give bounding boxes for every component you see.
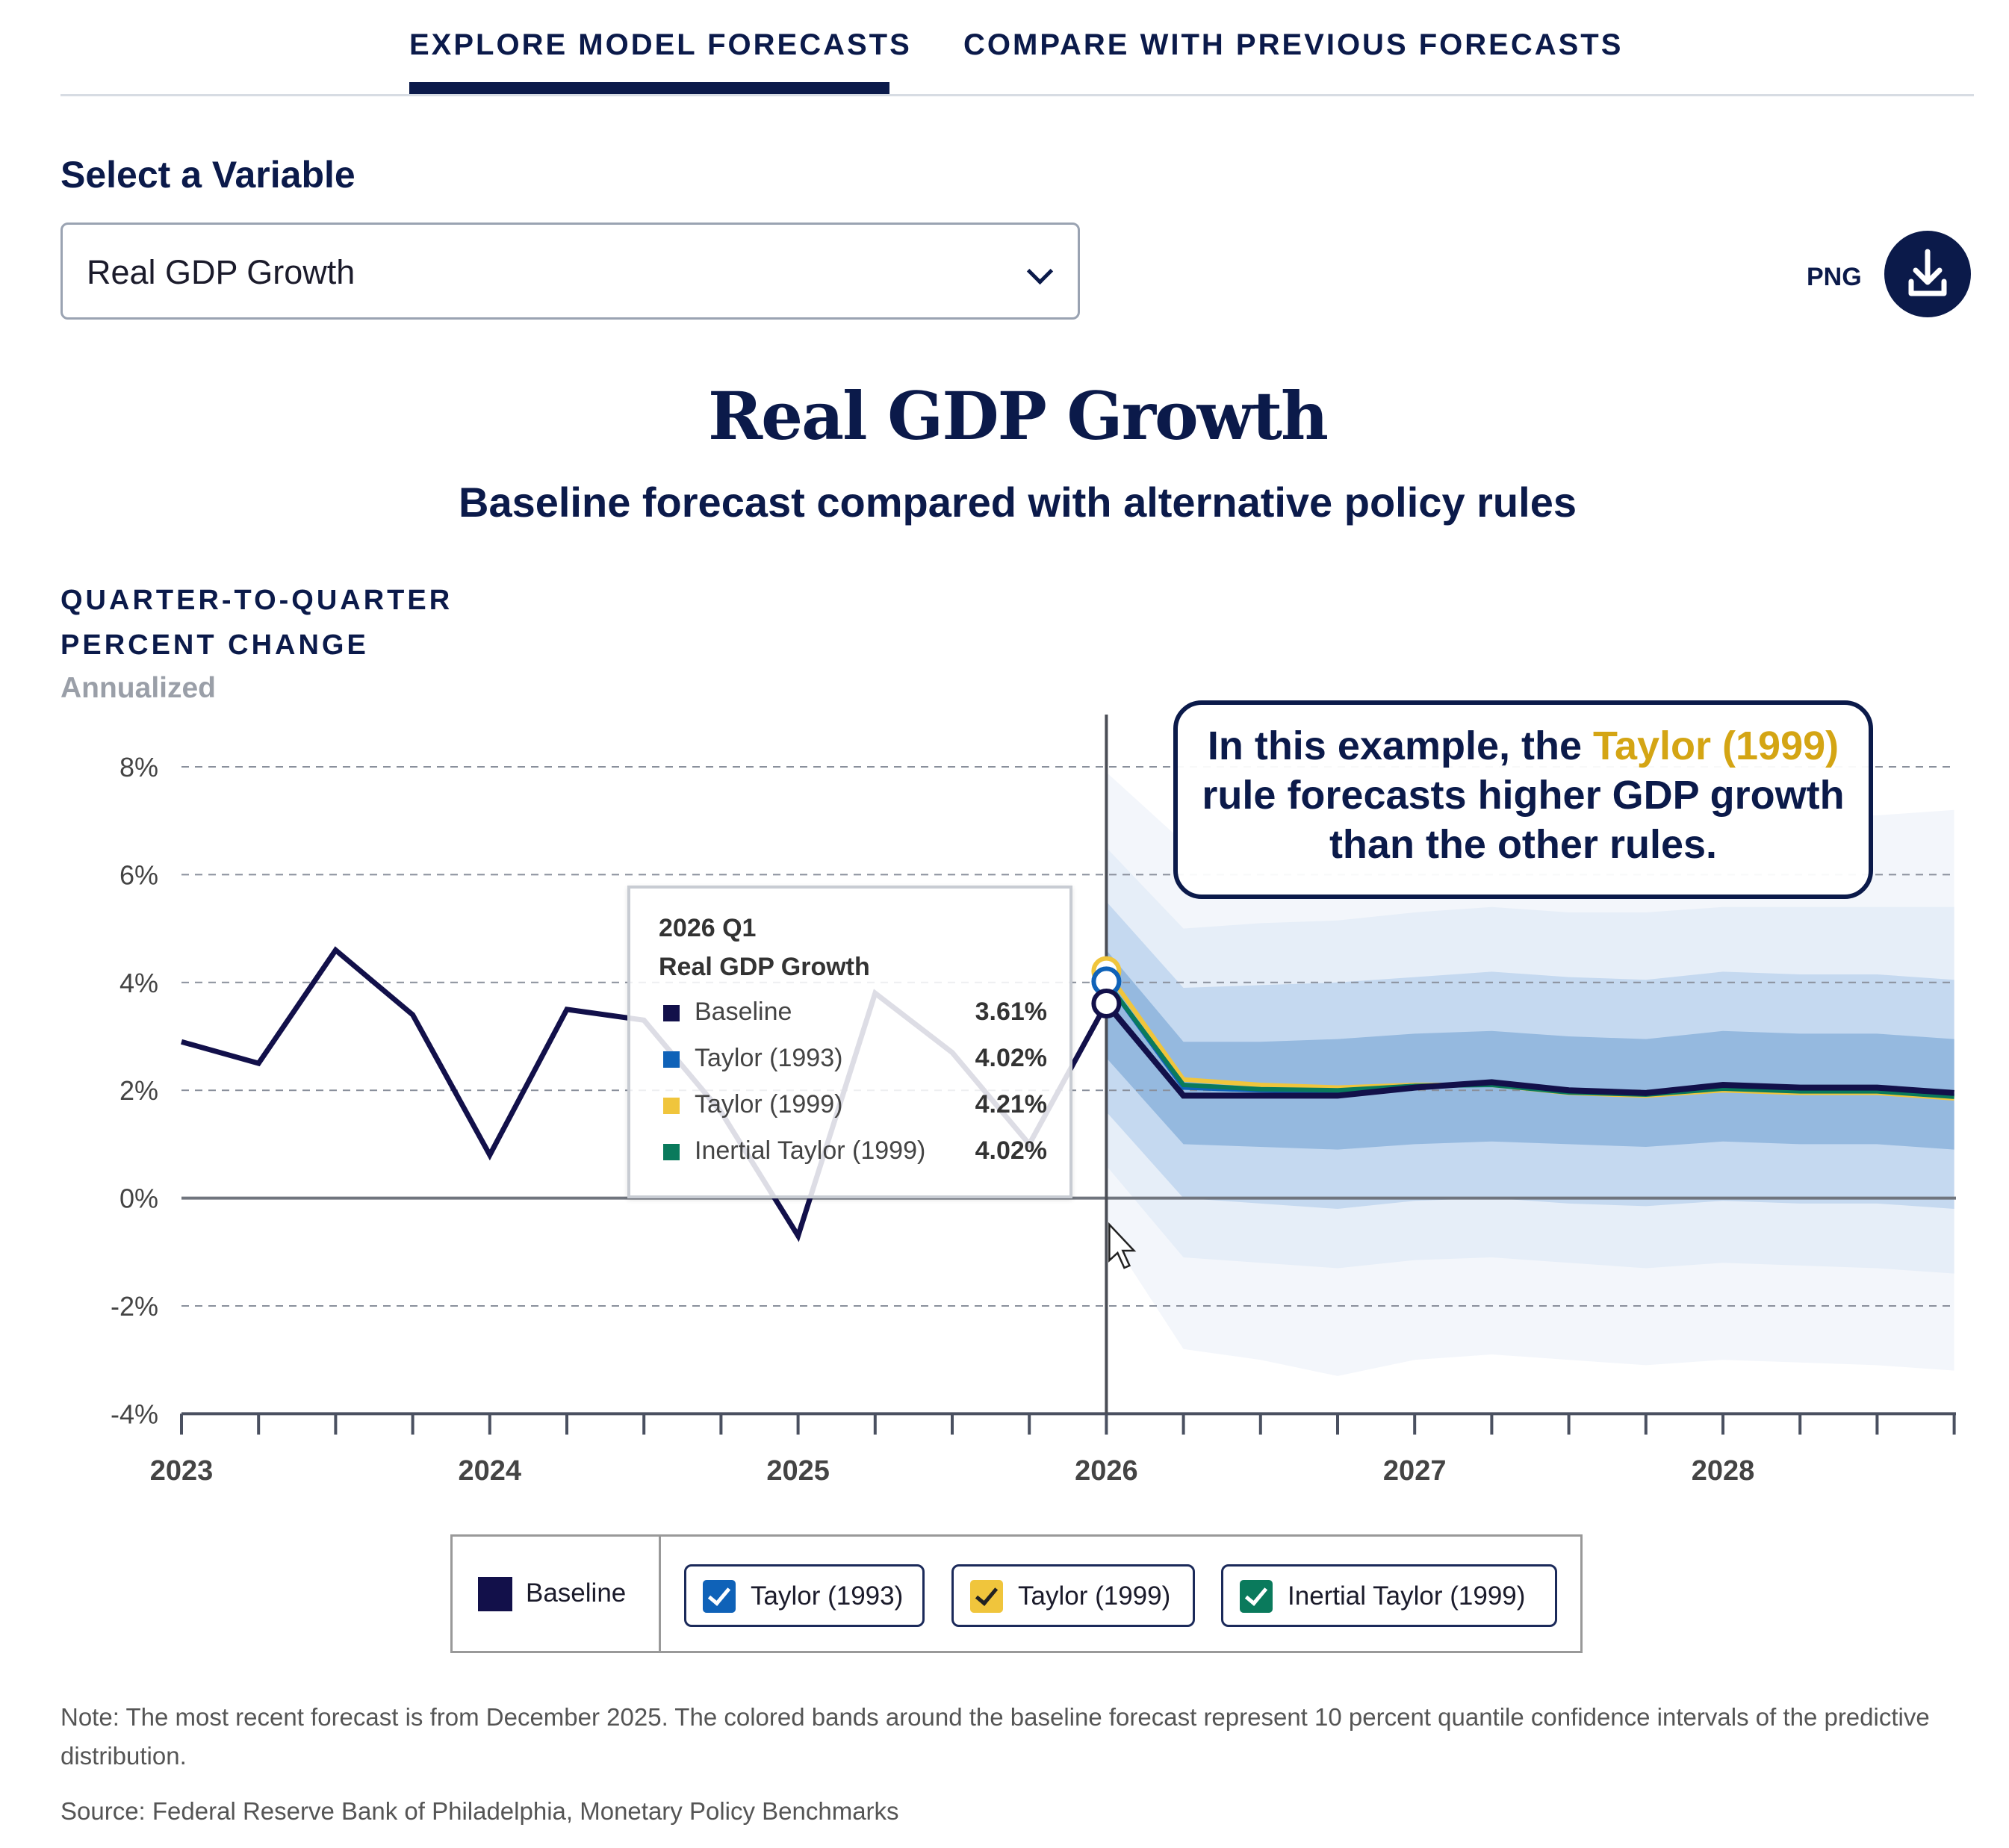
mouse-cursor-icon	[1108, 1222, 1137, 1269]
legend-divider	[659, 1537, 661, 1651]
y-axis-label-line1: QUARTER-TO-QUARTER	[60, 585, 453, 616]
tab-explore-model-forecasts[interactable]: EXPLORE MODEL FORECASTS	[409, 28, 912, 61]
checkbox-checked-icon	[703, 1580, 736, 1613]
tooltip-series-value: 4.02%	[975, 1044, 1047, 1072]
tab-compare-previous-forecasts[interactable]: COMPARE WITH PREVIOUS FORECASTS	[963, 28, 1624, 61]
y-tick-label: 8%	[119, 752, 158, 783]
callout-text: In this example, the	[1207, 724, 1593, 768]
x-tick-label: 2026	[1075, 1455, 1138, 1487]
y-tick-label: -4%	[111, 1399, 158, 1429]
variable-select-value: Real GDP Growth	[87, 253, 355, 291]
toggle-inertial-taylor-1999[interactable]: Inertial Taylor (1999)	[1221, 1564, 1557, 1627]
tooltip-variable: Real GDP Growth	[659, 953, 870, 981]
tooltip-series-name: Taylor (1993)	[695, 1044, 843, 1072]
hover-marker	[1091, 988, 1122, 1018]
callout-text-end: rule forecasts higher GDP growth than th…	[1202, 773, 1845, 867]
y-tick-label: 0%	[119, 1183, 158, 1214]
chart-note: Note: The most recent forecast is from D…	[60, 1703, 1930, 1770]
x-tick-label: 2027	[1383, 1455, 1447, 1487]
variable-select[interactable]: Real GDP Growth	[60, 223, 1080, 320]
toggle-taylor-1999[interactable]: Taylor (1999)	[951, 1564, 1195, 1627]
variable-select-label: Select a Variable	[60, 154, 355, 196]
checkbox-checked-icon	[1240, 1580, 1273, 1613]
active-tab-indicator	[409, 82, 889, 94]
series-swatch	[663, 1051, 680, 1068]
series-swatch	[663, 1098, 680, 1114]
x-tick-label: 2023	[150, 1455, 214, 1487]
tooltip-row: Inertial Taylor (1999) 4.02%	[659, 1136, 1047, 1169]
hover-tooltip: 2026 Q1 Real GDP Growth Baseline 3.61% Tay…	[627, 886, 1072, 1198]
annotation-callout: In this example, the Taylor (1999) rule …	[1173, 700, 1873, 899]
legend-baseline-label: Baseline	[526, 1578, 627, 1608]
download-png-button[interactable]	[1884, 231, 1971, 317]
chart-svg: 8% 6% 4% 2% 0% -2% -4% 2023 2024 2025 2026 2027 2028	[111, 715, 1956, 1487]
tooltip-series-name: Baseline	[695, 998, 792, 1026]
tooltip-row: Taylor (1993) 4.02%	[659, 1044, 1047, 1077]
toggle-label: Taylor (1993)	[751, 1581, 904, 1611]
x-tick-label: 2025	[766, 1455, 830, 1487]
tooltip-row: Baseline 3.61%	[659, 998, 1047, 1030]
y-tick-label: 4%	[119, 968, 158, 998]
tab-divider	[60, 94, 1974, 96]
tooltip-series-value: 3.61%	[975, 998, 1047, 1026]
y-axis-label-line2: PERCENT CHANGE	[60, 629, 369, 661]
confidence-band	[1106, 950, 1954, 1150]
toggle-label: Taylor (1999)	[1018, 1581, 1171, 1611]
x-tick-label: 2024	[459, 1455, 522, 1487]
x-tick-label: 2028	[1692, 1455, 1755, 1487]
chart-title: Real GDP Growth	[707, 377, 1329, 455]
checkbox-checked-icon	[970, 1580, 1003, 1613]
series-line-baseline	[1104, 1001, 1954, 1099]
download-icon	[1908, 249, 1947, 296]
series-swatch	[663, 1144, 680, 1160]
callout-highlight: Taylor (1999)	[1592, 724, 1839, 768]
png-label: PNG	[1807, 263, 1862, 291]
toggle-label: Inertial Taylor (1999)	[1288, 1581, 1526, 1611]
toggle-taylor-1993[interactable]: Taylor (1993)	[684, 1564, 925, 1627]
tooltip-series-value: 4.02%	[975, 1136, 1047, 1165]
tooltip-period: 2026 Q1	[659, 914, 757, 942]
chart-subtitle: Baseline forecast compared with alternat…	[459, 479, 1577, 526]
y-tick-label: 6%	[119, 859, 158, 890]
series-swatch	[663, 1005, 680, 1021]
chart-source: Source: Federal Reserve Bank of Philadel…	[60, 1797, 899, 1825]
tooltip-row: Taylor (1999) 4.21%	[659, 1090, 1047, 1123]
tooltip-series-name: Inertial Taylor (1999)	[695, 1136, 926, 1165]
y-axis-note: Annualized	[60, 672, 217, 704]
tooltip-series-name: Taylor (1999)	[695, 1090, 843, 1119]
baseline-swatch	[478, 1577, 512, 1611]
y-tick-label: 2%	[119, 1075, 158, 1106]
y-tick-label: -2%	[111, 1291, 158, 1322]
tooltip-series-value: 4.21%	[975, 1090, 1047, 1119]
legend: Baseline Taylor (1993) Taylor (1999) Ine…	[450, 1534, 1583, 1653]
